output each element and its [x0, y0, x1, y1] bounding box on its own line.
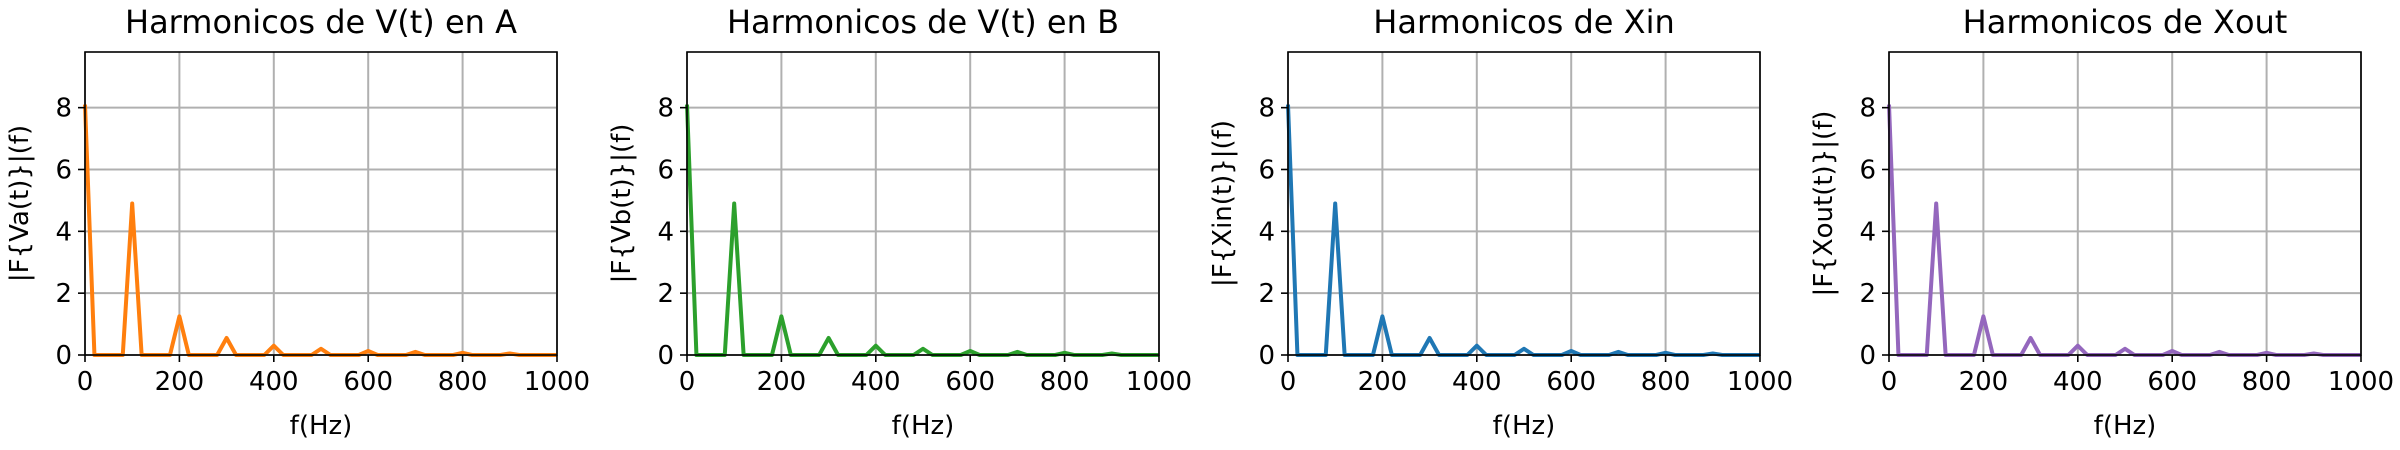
chart-title: Harmonicos de V(t) en A [125, 3, 517, 41]
x-tick-label: 200 [1959, 367, 2009, 397]
y-axis-label: |F{Xout(t)}|(f) [1809, 111, 1839, 297]
x-tick-label: 200 [155, 367, 205, 397]
series-line [685, 104, 1159, 357]
y-tick-label: 2 [1258, 279, 1275, 309]
plot-frame [1888, 51, 2362, 356]
y-tick-label: 0 [657, 341, 674, 371]
y-axis-label: |F{Vb(t)}|(f) [607, 124, 637, 284]
x-tick-label: 800 [1040, 367, 1090, 397]
chart-title: Harmonicos de Xin [1373, 3, 1674, 41]
x-tick-label: 800 [1641, 367, 1691, 397]
x-tick-label: 1000 [524, 367, 590, 397]
x-tick-label: 0 [679, 367, 696, 397]
x-tick-label: 800 [2242, 367, 2292, 397]
x-tick-label: 1000 [2328, 367, 2394, 397]
x-axis-label: f(Hz) [290, 411, 353, 441]
y-tick-label: 4 [1258, 217, 1275, 247]
series-line [83, 104, 557, 357]
x-tick-label: 600 [1546, 367, 1596, 397]
y-tick-label: 8 [55, 94, 72, 124]
x-tick-label: 400 [249, 367, 299, 397]
plot-frame [686, 51, 1160, 356]
x-tick-label: 200 [757, 367, 807, 397]
x-tick-label: 0 [1881, 367, 1898, 397]
chart-panel-2: 0 200 400 600 800 1000 0 2 4 6 8 Harmonicos de V(t)… [607, 3, 1192, 441]
x-tick-label: 600 [2147, 367, 2197, 397]
x-tick-label: 1000 [1727, 367, 1793, 397]
x-tick-label: 600 [945, 367, 995, 397]
y-tick-label: 8 [1258, 94, 1275, 124]
y-tick-label: 4 [657, 217, 674, 247]
x-tick-label: 0 [77, 367, 94, 397]
plot-frame [1287, 51, 1761, 356]
y-tick-label: 2 [657, 279, 674, 309]
x-tick-label: 400 [2053, 367, 2103, 397]
y-axis-label: |F{Va(t)}|(f) [5, 125, 35, 282]
series-line [1887, 104, 2361, 357]
chart-panel-3: 0 200 400 600 800 1000 0 2 4 6 8 Harmonicos de Xin f… [1208, 3, 1793, 441]
y-tick-label: 8 [657, 94, 674, 124]
y-tick-label: 2 [55, 279, 72, 309]
y-tick-label: 2 [1859, 279, 1876, 309]
x-axis-label: f(Hz) [1493, 411, 1556, 441]
y-axis-label: |F{Xin(t)}|(f) [1208, 120, 1238, 287]
y-tick-label: 0 [55, 341, 72, 371]
series-line [1286, 104, 1760, 357]
y-tick-label: 4 [55, 217, 72, 247]
x-tick-label: 600 [343, 367, 393, 397]
x-tick-label: 200 [1358, 367, 1408, 397]
x-axis-label: f(Hz) [892, 411, 955, 441]
chart-panel-1: 0 200 400 600 800 1000 0 2 4 6 8 Harmonicos de V(t)… [5, 3, 590, 441]
chart-title: Harmonicos de Xout [1963, 3, 2288, 41]
x-tick-label: 1000 [1126, 367, 1192, 397]
y-tick-label: 0 [1258, 341, 1275, 371]
x-axis-label: f(Hz) [2094, 411, 2157, 441]
y-tick-label: 6 [55, 155, 72, 185]
y-tick-label: 6 [1859, 155, 1876, 185]
x-tick-label: 400 [851, 367, 901, 397]
x-tick-label: 400 [1452, 367, 1502, 397]
y-tick-label: 0 [1859, 341, 1876, 371]
y-tick-label: 4 [1859, 217, 1876, 247]
x-tick-label: 800 [438, 367, 488, 397]
chart-panel-4: 0 200 400 600 800 1000 0 2 4 6 8 Harmonicos de Xout… [1809, 3, 2394, 441]
y-tick-label: 8 [1859, 94, 1876, 124]
y-tick-label: 6 [1258, 155, 1275, 185]
plot-frame [84, 51, 558, 356]
y-tick-label: 6 [657, 155, 674, 185]
chart-title: Harmonicos de V(t) en B [727, 3, 1119, 41]
x-tick-label: 0 [1280, 367, 1297, 397]
